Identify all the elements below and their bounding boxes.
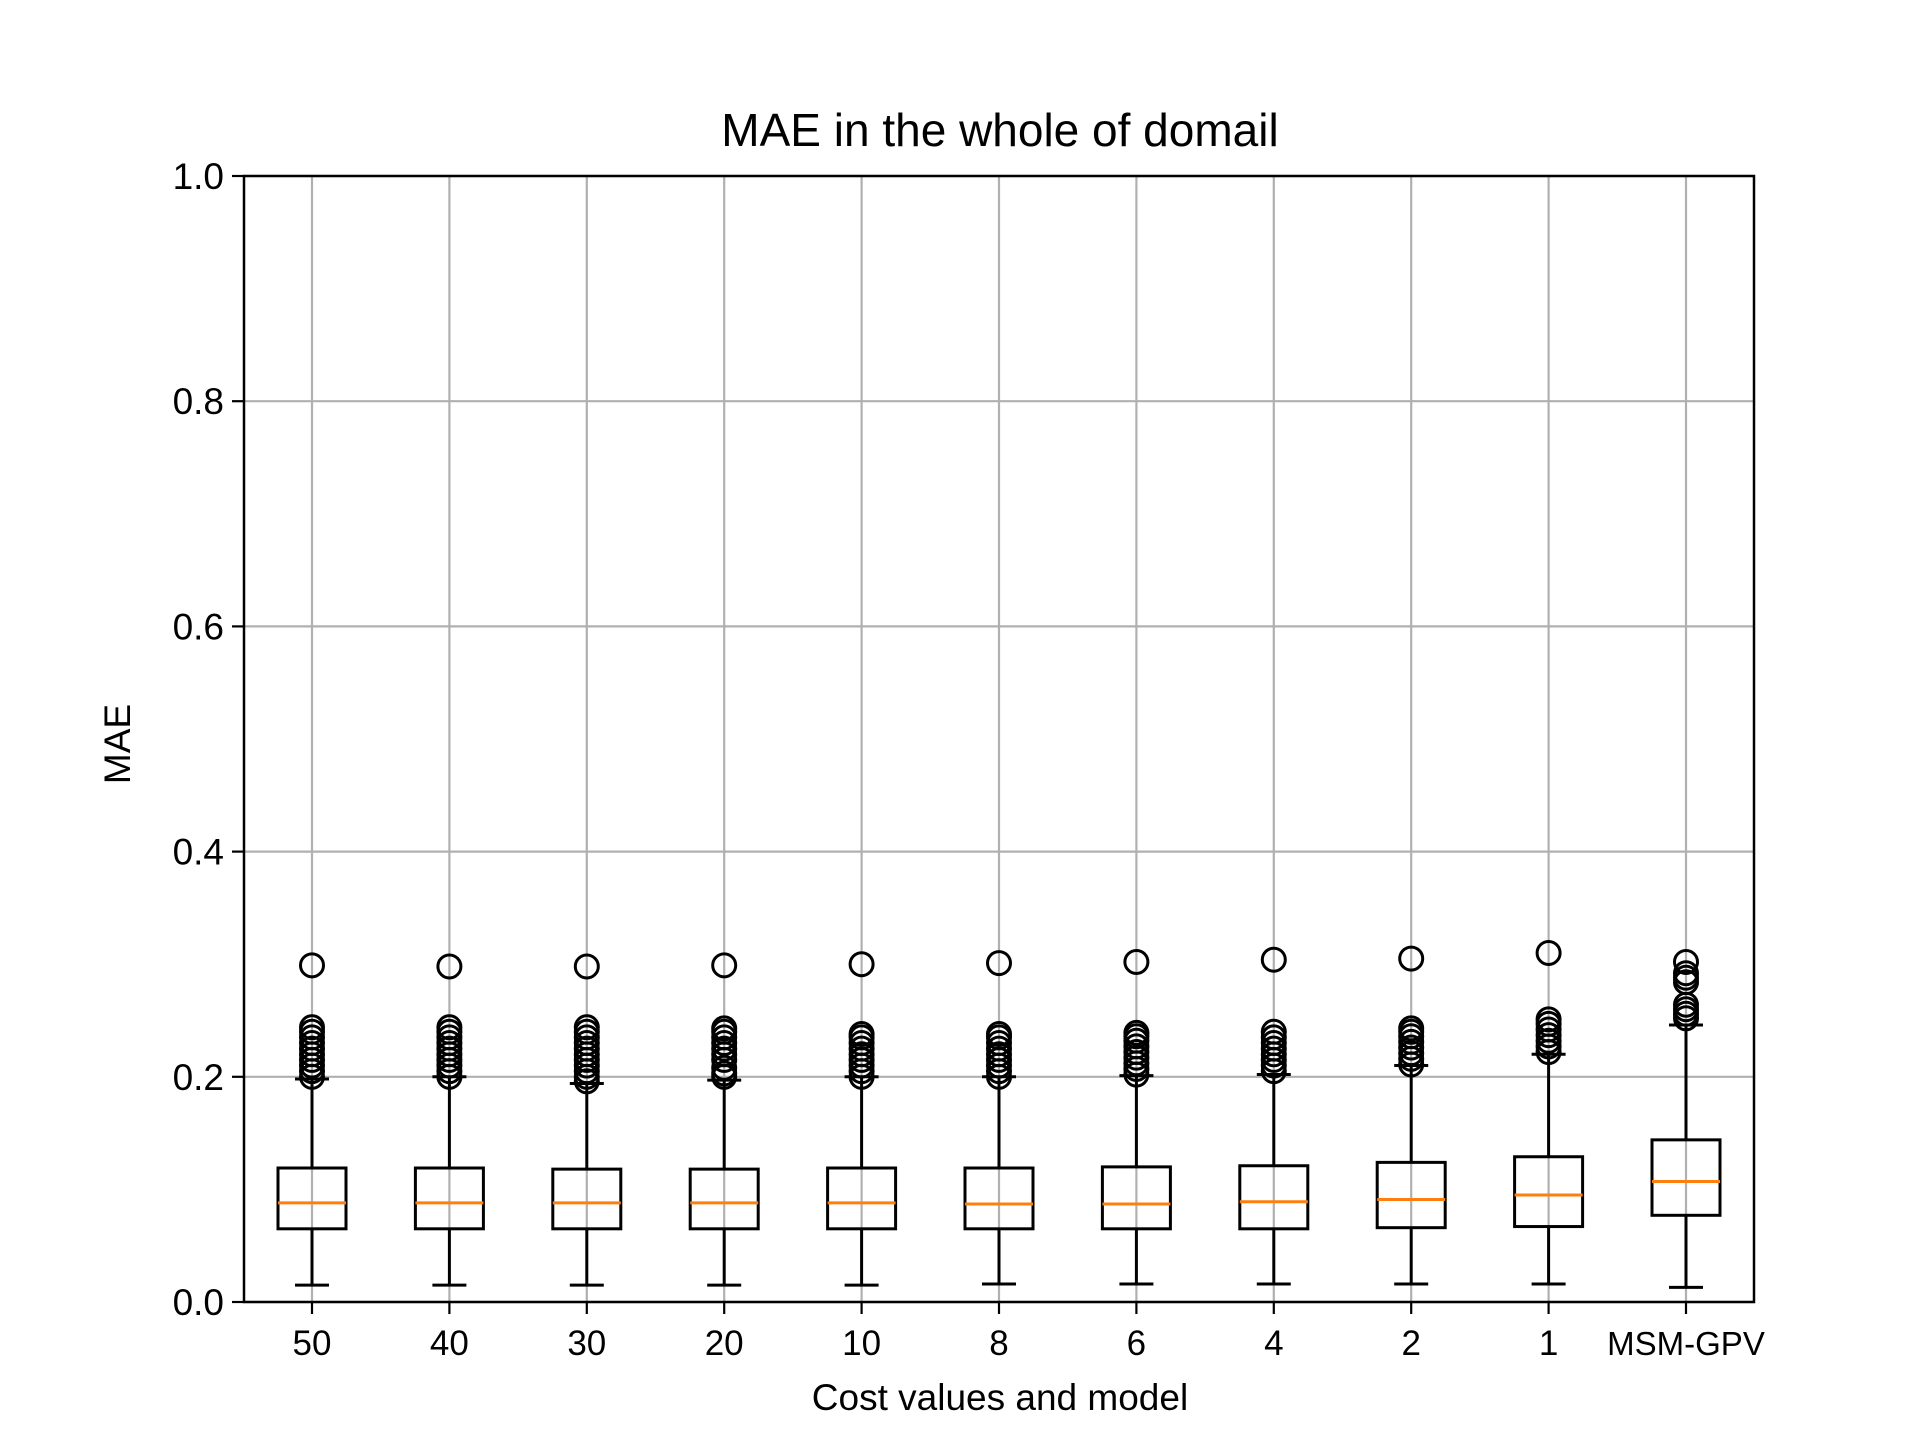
y-tick-label: 1.0	[173, 156, 224, 197]
iqr-box	[963, 1166, 1035, 1231]
x-tick-label: 1	[1539, 1324, 1558, 1363]
y-tick-label: 0.0	[173, 1282, 224, 1323]
iqr-box	[826, 1166, 898, 1231]
outlier-point	[711, 1054, 738, 1081]
iqr-box	[688, 1167, 760, 1231]
x-tick-label: MSM-GPV	[1607, 1325, 1765, 1362]
outlier-point	[1535, 1006, 1562, 1033]
box-layer	[276, 939, 1722, 1289]
y-tick-label: 0.6	[173, 606, 224, 647]
outlier-point	[299, 952, 325, 979]
outlier-point	[1123, 948, 1150, 975]
x-axis-label: Cost values and model	[812, 1377, 1188, 1418]
outlier-point	[1535, 939, 1562, 966]
iqr-box	[1650, 1138, 1722, 1217]
outlier-point	[986, 950, 1012, 977]
outlier-point	[1673, 960, 1699, 987]
outlier-point	[573, 1014, 600, 1041]
x-tick-label: 50	[293, 1324, 332, 1363]
outlier-point	[299, 1014, 325, 1041]
y-tick-label: 0.4	[173, 832, 224, 873]
outlier-point	[1398, 1015, 1425, 1042]
y-tick-label: 0.2	[173, 1057, 224, 1098]
x-tick-label: 10	[842, 1324, 881, 1363]
outlier-point	[848, 951, 875, 978]
iqr-box	[413, 1166, 485, 1231]
outlier-point	[436, 1014, 463, 1041]
box-plot-8	[963, 950, 1035, 1286]
y-axis-label: MAE	[97, 704, 138, 784]
x-tick-label: 8	[989, 1324, 1008, 1363]
outlier-point	[986, 1021, 1012, 1048]
box-plot-6	[1100, 948, 1172, 1286]
outlier-point	[848, 1021, 875, 1048]
iqr-box	[1375, 1160, 1447, 1230]
outlier-point	[1123, 1019, 1150, 1046]
box-plot-30	[551, 953, 623, 1287]
tick-layer: 0.0 0.2 0.4 0.6 0.8 1.0 50 40 30 20 10 8 6 4 2 1 MSM-GPV	[173, 156, 1765, 1363]
x-tick-label: 20	[705, 1324, 744, 1363]
iqr-box	[1513, 1155, 1585, 1229]
outlier-point	[1260, 946, 1287, 973]
iqr-box	[551, 1167, 623, 1231]
outlier-point	[1673, 948, 1699, 975]
box-plot-1	[1513, 939, 1585, 1286]
x-tick-label: 30	[567, 1324, 606, 1363]
outlier-point	[711, 1015, 738, 1042]
box-plot-2	[1375, 945, 1447, 1286]
iqr-box	[1238, 1164, 1310, 1231]
outlier-point	[436, 953, 463, 980]
x-tick-label: 40	[430, 1324, 469, 1363]
x-tick-label: 2	[1401, 1324, 1420, 1363]
box-plot-10	[826, 951, 898, 1287]
chart-title: MAE in the whole of domail	[721, 104, 1278, 156]
iqr-box	[276, 1166, 348, 1231]
x-tick-label: 6	[1127, 1324, 1146, 1363]
outlier-point	[1398, 945, 1425, 972]
box-plot-20	[688, 952, 760, 1287]
box-plot-4	[1238, 946, 1310, 1286]
outlier-point	[1260, 1018, 1287, 1045]
y-tick-label: 0.8	[173, 381, 224, 422]
box-plot-40	[413, 953, 485, 1287]
outlier-point	[573, 953, 600, 980]
iqr-box	[1100, 1165, 1172, 1231]
outlier-point	[711, 952, 738, 979]
box-plot-MSM-GPV	[1650, 948, 1722, 1289]
x-tick-label: 4	[1264, 1324, 1283, 1363]
box-plot-50	[276, 952, 348, 1287]
